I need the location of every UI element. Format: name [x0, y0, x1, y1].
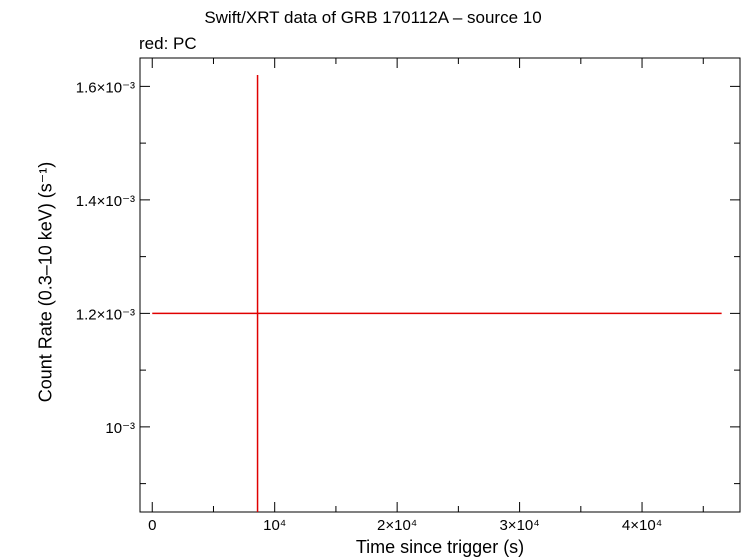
x-tick-label: 3×10⁴: [499, 517, 539, 534]
x-tick-label: 2×10⁴: [377, 517, 417, 534]
chart-subtitle: red: PC: [139, 34, 197, 53]
y-tick-label: 1.4×10⁻³: [76, 193, 135, 210]
y-tick-label: 1.6×10⁻³: [76, 79, 135, 96]
y-tick-label: 1.2×10⁻³: [76, 306, 135, 323]
x-tick-label: 0: [148, 517, 156, 534]
plot-frame: [139, 57, 741, 513]
y-tick-label: 10⁻³: [105, 420, 135, 437]
chart-title: Swift/XRT data of GRB 170112A – source 1…: [204, 8, 542, 27]
x-tick-label: 10⁴: [263, 517, 286, 534]
x-tick-label: 4×10⁴: [622, 517, 662, 534]
x-axis-label: Time since trigger (s): [355, 537, 525, 557]
